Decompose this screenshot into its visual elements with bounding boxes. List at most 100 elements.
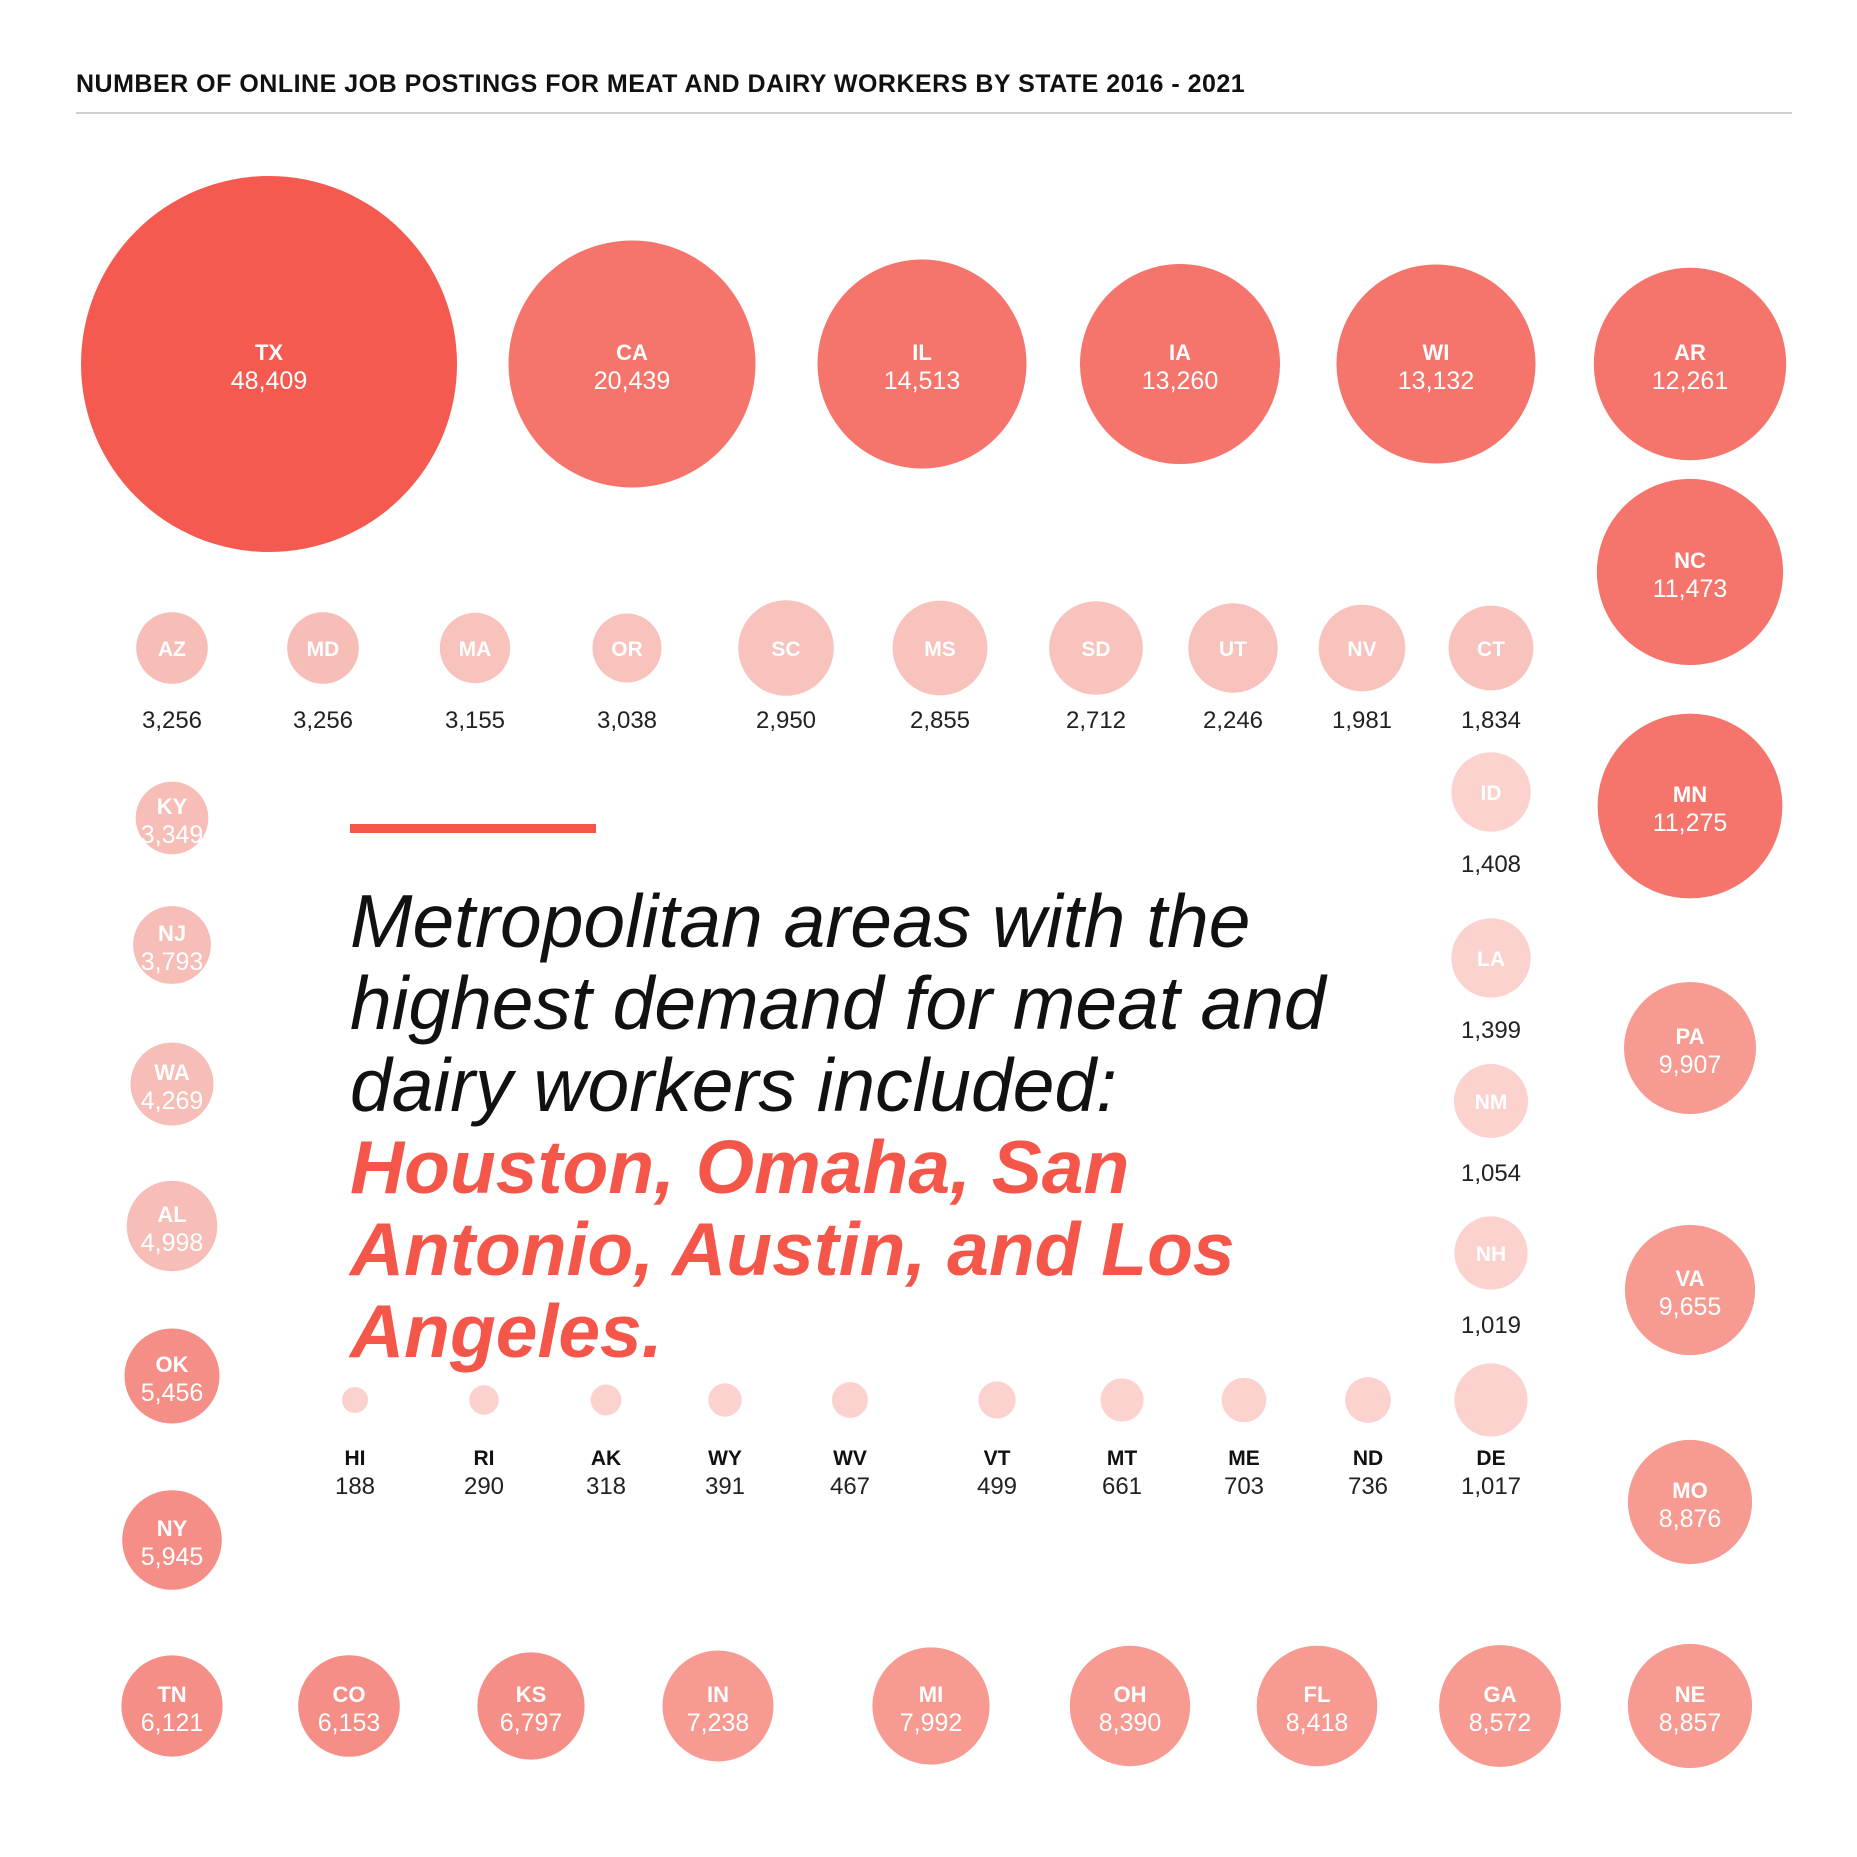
headline-highlight: Houston, Omaha, San Antonio, Austin, and…: [350, 1125, 1235, 1373]
headline-accent-bar: [350, 824, 596, 833]
bubble-va: [1624, 1224, 1756, 1356]
state-label-nv: NV: [1347, 638, 1376, 661]
bubble-wi: [1336, 264, 1536, 464]
value-label-co: 6,153: [318, 1709, 381, 1737]
value-label-ak: 318: [586, 1473, 626, 1500]
bubble-nj: [133, 906, 211, 984]
value-label-ca: 20,439: [594, 367, 670, 395]
value-label-tx: 48,409: [231, 367, 307, 395]
state-label-nm: NM: [1475, 1091, 1508, 1114]
value-label-wy: 391: [705, 1473, 745, 1500]
state-label-in: IN: [707, 1682, 729, 1707]
bubble-in: [662, 1650, 774, 1762]
value-label-md: 3,256: [293, 707, 353, 734]
value-label-ny: 5,945: [141, 1543, 204, 1571]
state-label-nh: NH: [1476, 1243, 1506, 1266]
state-label-or: OR: [611, 638, 643, 661]
bubble-ri: [469, 1385, 499, 1415]
value-label-mn: 11,275: [1653, 809, 1728, 837]
value-label-az: 3,256: [142, 707, 202, 734]
bubble-ct: [1448, 605, 1534, 691]
value-label-mi: 7,992: [900, 1709, 963, 1737]
state-label-ky: KY: [157, 794, 188, 819]
state-label-al: AL: [157, 1202, 186, 1227]
state-label-me: ME: [1228, 1447, 1260, 1470]
value-label-al: 4,998: [141, 1229, 204, 1257]
value-label-ri: 290: [464, 1473, 504, 1500]
value-label-in: 7,238: [687, 1709, 750, 1737]
value-label-wv: 467: [830, 1473, 870, 1500]
bubble-il: [817, 259, 1027, 469]
bubble-az: [136, 612, 208, 684]
state-label-ny: NY: [157, 1516, 188, 1541]
bubble-ga: [1439, 1645, 1561, 1767]
value-label-ar: 12,261: [1652, 367, 1728, 395]
state-label-ok: OK: [156, 1352, 189, 1377]
bubble-wa: [130, 1042, 214, 1126]
state-label-nj: NJ: [158, 921, 186, 946]
bubble-de: [1454, 1363, 1528, 1437]
state-label-oh: OH: [1114, 1682, 1147, 1707]
state-label-ia: IA: [1169, 340, 1191, 365]
bubble-la: [1451, 918, 1531, 998]
state-label-mo: MO: [1672, 1478, 1707, 1503]
state-label-il: IL: [912, 340, 932, 365]
state-label-ga: GA: [1484, 1682, 1517, 1707]
bubble-ak: [590, 1384, 622, 1416]
value-label-nh: 1,019: [1461, 1312, 1521, 1339]
state-label-ar: AR: [1674, 340, 1706, 365]
bubble-nv: [1318, 604, 1406, 692]
value-label-ne: 8,857: [1659, 1709, 1722, 1737]
state-label-nd: ND: [1353, 1447, 1383, 1470]
state-label-ms: MS: [924, 638, 956, 661]
state-label-ri: RI: [474, 1447, 495, 1470]
bubble-mt: [1100, 1378, 1144, 1422]
value-label-oh: 8,390: [1099, 1709, 1162, 1737]
value-label-sd: 2,712: [1066, 707, 1126, 734]
state-label-vt: VT: [984, 1447, 1011, 1470]
bubble-ok: [124, 1328, 220, 1424]
value-label-la: 1,399: [1461, 1017, 1521, 1044]
value-label-nv: 1,981: [1332, 707, 1392, 734]
value-label-pa: 9,907: [1659, 1051, 1722, 1079]
bubble-sd: [1049, 601, 1143, 695]
state-label-tn: TN: [157, 1682, 186, 1707]
bubble-ca: [508, 240, 756, 488]
state-label-wa: WA: [154, 1060, 190, 1085]
chart-title: NUMBER OF ONLINE JOB POSTINGS FOR MEAT A…: [76, 70, 1246, 98]
bubble-mi: [872, 1647, 990, 1765]
bubble-ks: [477, 1652, 585, 1760]
value-label-ks: 6,797: [500, 1709, 563, 1737]
bubble-id: [1451, 752, 1531, 832]
bubble-fl: [1256, 1645, 1378, 1767]
value-label-ut: 2,246: [1203, 707, 1263, 734]
state-label-id: ID: [1481, 782, 1502, 805]
bubble-or: [592, 613, 662, 683]
state-label-co: CO: [333, 1682, 366, 1707]
bubble-ms: [892, 600, 988, 696]
bubble-ar: [1593, 267, 1787, 461]
bubble-ma: [439, 612, 511, 684]
value-label-mt: 661: [1102, 1473, 1142, 1500]
bubble-wy: [708, 1383, 742, 1417]
value-label-nd: 736: [1348, 1473, 1388, 1500]
value-label-ct: 1,834: [1461, 707, 1521, 734]
headline-text: Metropolitan areas with the highest dema…: [350, 879, 1326, 1127]
value-label-ky: 3,349: [141, 821, 204, 849]
value-label-fl: 8,418: [1286, 1709, 1349, 1737]
bubble-ia: [1080, 264, 1280, 464]
value-label-ok: 5,456: [141, 1379, 204, 1407]
state-label-la: LA: [1477, 948, 1505, 971]
state-label-de: DE: [1476, 1447, 1505, 1470]
value-label-mo: 8,876: [1659, 1505, 1722, 1533]
bubble-nh: [1454, 1216, 1528, 1290]
title-divider: [76, 112, 1792, 114]
bubble-nc: [1596, 478, 1784, 666]
value-label-va: 9,655: [1659, 1293, 1722, 1321]
bubble-ne: [1627, 1643, 1753, 1769]
value-label-il: 14,513: [884, 367, 960, 395]
state-label-sd: SD: [1081, 638, 1110, 661]
state-label-md: MD: [307, 638, 340, 661]
bubble-pa: [1624, 982, 1756, 1114]
